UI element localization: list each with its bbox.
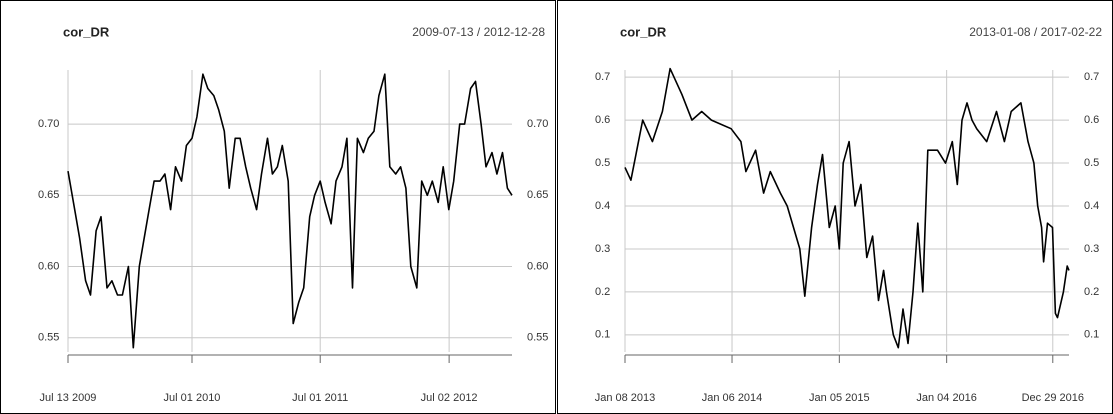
y-tick-label: 0.2 [595, 286, 610, 298]
y-tick-label-right: 0.60 [527, 260, 548, 272]
y-tick-label: 0.70 [38, 118, 59, 130]
chart-title: cor_DR [63, 24, 110, 39]
x-tick-label: Jul 01 2010 [164, 392, 221, 404]
y-tick-label: 0.1 [595, 329, 610, 341]
x-tick-label: Jul 13 2009 [40, 392, 97, 404]
y-tick-label-right: 0.6 [1084, 114, 1099, 126]
y-tick-label: 0.4 [595, 200, 610, 212]
chart-subtitle: 2009-07-13 / 2012-12-28 [412, 25, 545, 39]
y-tick-label: 0.7 [595, 71, 610, 83]
y-tick-label-right: 0.65 [527, 189, 548, 201]
chart-subtitle: 2013-01-08 / 2017-02-22 [969, 25, 1102, 39]
panel-border [0, 0, 556, 414]
y-tick-label-right: 0.3 [1084, 243, 1099, 255]
y-tick-label: 0.65 [38, 189, 59, 201]
y-tick-label: 0.6 [595, 114, 610, 126]
x-tick-label: Dec 29 2016 [1022, 392, 1084, 404]
x-tick-label: Jul 01 2011 [292, 392, 348, 404]
chart-title: cor_DR [620, 24, 667, 39]
y-tick-label: 0.60 [38, 260, 59, 272]
x-tick-label: Jan 08 2013 [595, 392, 656, 404]
y-tick-label-right: 0.55 [527, 332, 548, 344]
data-line [624, 67, 1070, 349]
y-tick-label-right: 0.7 [1084, 71, 1099, 83]
x-tick-label: Jul 02 2012 [421, 392, 478, 404]
data-line [67, 73, 513, 349]
y-tick-label-right: 0.2 [1084, 286, 1099, 298]
y-tick-label: 0.5 [595, 157, 610, 169]
x-tick-label: Jan 06 2014 [702, 392, 763, 404]
y-tick-label-right: 0.1 [1084, 329, 1099, 341]
y-tick-label-right: 0.70 [527, 118, 548, 130]
y-tick-label: 0.55 [38, 332, 59, 344]
x-tick-label: Jan 04 2016 [916, 392, 977, 404]
x-tick-label: Jan 05 2015 [809, 392, 870, 404]
y-tick-label: 0.3 [595, 243, 610, 255]
y-tick-label-right: 0.5 [1084, 157, 1099, 169]
y-tick-label-right: 0.4 [1084, 200, 1099, 212]
